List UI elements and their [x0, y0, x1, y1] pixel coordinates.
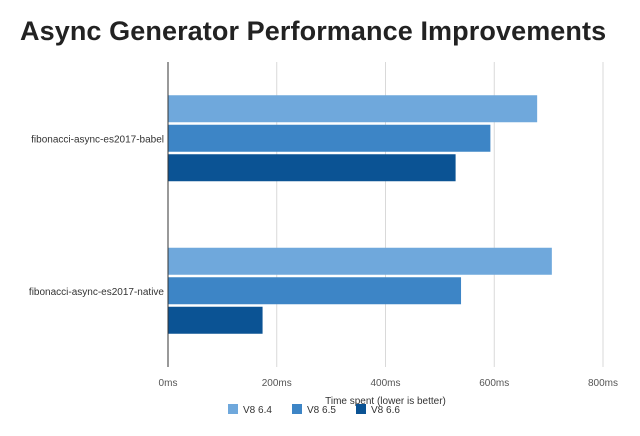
legend-label-2: V8 6.6: [371, 405, 400, 416]
x-tick-labels: 0ms 200ms 400ms 600ms 800ms: [159, 378, 618, 389]
x-axis-title: Time spent (lower is better): [325, 396, 446, 407]
legend-swatch-0: [228, 404, 238, 414]
legend: V8 6.4 V8 6.5 V8 6.6: [228, 404, 400, 416]
bar-0-2: [168, 154, 456, 182]
bar-1-2: [168, 306, 263, 334]
legend-swatch-2: [356, 404, 366, 414]
legend-swatch-1: [292, 404, 302, 414]
x-tick-label-1: 200ms: [262, 378, 292, 389]
bar-0-0: [168, 95, 538, 123]
bar-0-1: [168, 124, 491, 152]
category-label-1: fibonacci-async-es2017-native: [29, 287, 165, 298]
bar-1-1: [168, 277, 462, 305]
x-tick-label-2: 400ms: [370, 378, 400, 389]
x-tick-label-3: 600ms: [479, 378, 509, 389]
bars: [168, 95, 552, 334]
x-tick-label-0: 0ms: [159, 378, 178, 389]
legend-label-1: V8 6.5: [307, 405, 336, 416]
bar-1-0: [168, 247, 552, 275]
legend-label-0: V8 6.4: [243, 405, 272, 416]
category-label-0: fibonacci-async-es2017-babel: [31, 134, 164, 145]
x-tick-label-4: 800ms: [588, 378, 618, 389]
category-labels: fibonacci-async-es2017-babel fibonacci-as…: [29, 134, 165, 298]
chart-title: Async Generator Performance Improvements: [20, 16, 607, 46]
